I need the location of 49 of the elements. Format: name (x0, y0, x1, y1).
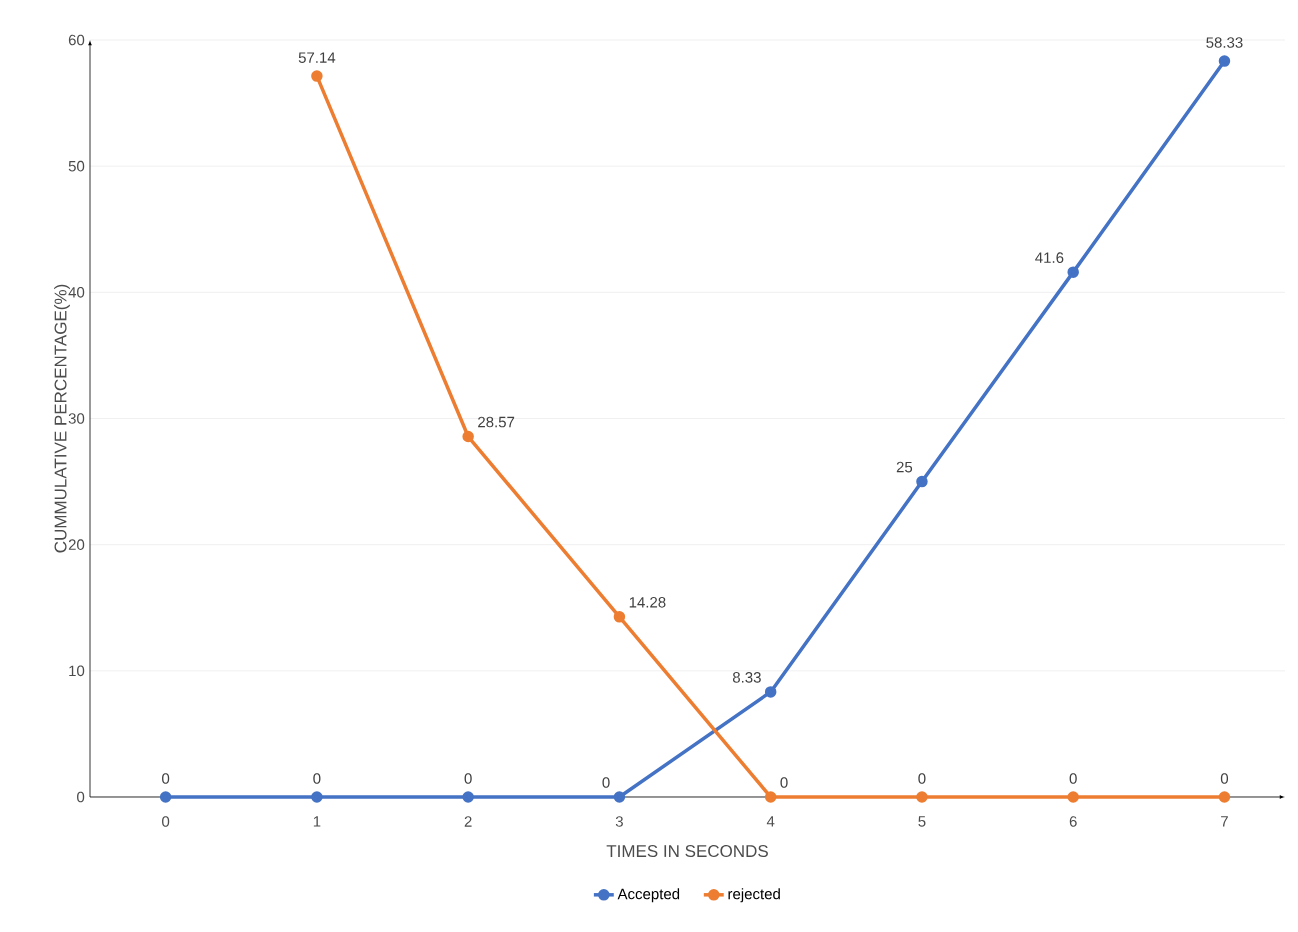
point (916, 475, 928, 488)
x-tick-label: 3 (615, 816, 623, 827)
data-label: 0 (602, 777, 610, 788)
y-axis-title: CUMMULATIVE PERCENTAGE(%) (54, 284, 70, 553)
data-label: 14.28 (629, 597, 666, 608)
data-label: 0 (1220, 773, 1229, 784)
data-label: 0 (1069, 773, 1077, 784)
y-tick-label: 60 (68, 34, 85, 46)
y-tick-label: 50 (68, 160, 85, 172)
point (764, 791, 777, 803)
point (613, 611, 626, 623)
y-tick-label: 30 (68, 413, 85, 424)
point (462, 791, 474, 803)
point (764, 686, 777, 698)
data-label: 41.6 (1035, 252, 1064, 263)
point (613, 791, 626, 803)
y-tick-label: 40 (68, 287, 85, 298)
y-tick-label: 10 (69, 665, 85, 677)
x-tick-label: 5 (918, 816, 926, 827)
x-tick-label: 1 (313, 816, 321, 827)
data-label: 28.57 (478, 416, 515, 428)
data-label: 25 (896, 461, 913, 473)
data-label: 0 (918, 773, 926, 784)
point (462, 430, 474, 443)
x-tick-label: 7 (1221, 816, 1228, 827)
data-label: 57.14 (298, 52, 336, 63)
x-tick-label: 6 (1069, 816, 1077, 827)
data-label: 0 (162, 773, 170, 784)
point (1218, 55, 1231, 67)
y-tick-label: 20 (68, 539, 85, 550)
point (1218, 791, 1231, 803)
point (311, 70, 323, 82)
point (159, 791, 172, 803)
point (916, 791, 928, 803)
x-axis-title: TIMES IN SECONDS (606, 845, 768, 858)
x-tick-label: 4 (766, 816, 775, 827)
legend-label: Accepted (617, 888, 680, 903)
data-label: 0 (464, 773, 472, 784)
y-tick-label: 0 (77, 791, 85, 803)
data-label: 0 (313, 773, 321, 784)
point (1067, 791, 1079, 803)
data-label: 8.33 (732, 672, 761, 683)
x-tick-label: 0 (162, 816, 170, 827)
x-tick-label: 2 (464, 816, 472, 827)
data-label: 0 (780, 777, 788, 788)
point (311, 791, 323, 803)
point (1067, 266, 1079, 278)
data-label: 58.33 (1206, 37, 1243, 48)
legend-label: rejected (728, 888, 780, 903)
